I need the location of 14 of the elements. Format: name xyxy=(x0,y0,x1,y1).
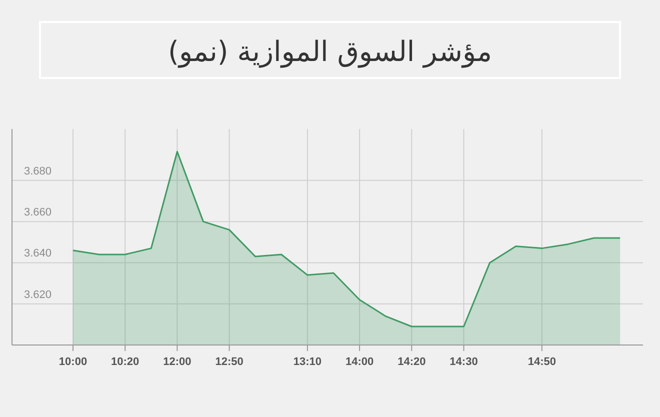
x-tick-label: 10:00 xyxy=(58,356,88,368)
x-tick-label: 14:20 xyxy=(398,356,426,368)
y-tick-label: 3.620 xyxy=(24,288,52,301)
x-tick-label: 14:30 xyxy=(450,356,478,368)
x-tick-label: 12:00 xyxy=(163,356,192,368)
chart-title: مؤشر السوق الموازية (نمو) xyxy=(168,35,492,68)
x-tick-label: 10:20 xyxy=(111,356,140,368)
y-tick-label: 3.640 xyxy=(24,248,52,260)
x-tick-label: 14:00 xyxy=(345,356,374,368)
y-tick-label: 3.680 xyxy=(24,165,52,178)
x-tick-label: 14:50 xyxy=(528,356,556,368)
x-tick-label: 13:10 xyxy=(293,356,322,368)
y-tick-label: 3.660 xyxy=(24,206,52,219)
x-tick-label: 12:50 xyxy=(215,356,244,368)
